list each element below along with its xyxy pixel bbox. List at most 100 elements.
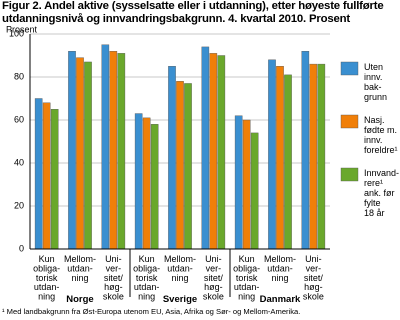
x-tick-label-line: ver- (206, 263, 222, 273)
bar (234, 115, 243, 250)
x-tick-label-line: Uni- (205, 254, 222, 264)
legend-label-line: Uten (364, 62, 383, 72)
legend-label: Innvand-rere¹ ank. før fylte 18 år (364, 168, 399, 218)
legend-label-line: foreldre¹ (364, 145, 398, 155)
x-tick-label: Kun obliga-torisk utdan-ning (33, 254, 60, 302)
bar (250, 132, 259, 250)
bar (317, 63, 326, 250)
bar (42, 102, 51, 250)
x-tick-label-line: utdan- (267, 263, 293, 273)
x-tick-label-line: ning (138, 292, 155, 302)
legend-label-line: ank. før (364, 188, 395, 198)
group-label: Danmark (260, 294, 301, 305)
x-tick-label-line: skole (103, 292, 124, 302)
group-label: Sverige (163, 294, 197, 305)
y-tick-label: 0 (19, 243, 24, 253)
x-tick-label-line: Mellom- (164, 254, 196, 264)
x-tick-label-line: torisk (136, 273, 158, 283)
legend-label-line: Nasj. (364, 115, 385, 125)
y-tick-label: 40 (14, 157, 24, 167)
bar (242, 119, 251, 250)
legend-swatch (340, 167, 359, 182)
bar (284, 74, 292, 250)
group-label: Norge (66, 294, 93, 305)
x-tick-label: Uni-ver-sitet/høg-skole (103, 254, 124, 302)
x-tick-label-line: sitet/ (104, 273, 124, 283)
x-tick-label-line: torisk (36, 273, 58, 283)
x-tick-label: Mellom-utdan-ning (164, 254, 196, 283)
bar (84, 61, 92, 250)
x-tick-label-line: ning (171, 273, 188, 283)
bar (50, 109, 59, 250)
legend-label-line: 18 år (364, 208, 385, 218)
bar (201, 46, 210, 250)
x-tick-label-line: skole (203, 292, 224, 302)
bar (176, 81, 184, 250)
x-tick-label-line: Kun (239, 254, 255, 264)
bar (101, 44, 110, 250)
legend-label-line: fødte m. (364, 125, 397, 135)
x-tick-label-line: Kun (139, 254, 155, 264)
bar (134, 113, 143, 250)
x-tick-label-line: høg- (204, 282, 223, 292)
x-tick-label-line: Uni- (105, 254, 122, 264)
bar (34, 98, 43, 250)
legend-label-line: innv. (364, 72, 382, 82)
x-tick-label: Mellom-utdan-ning (264, 254, 296, 283)
x-tick-label-line: sitet/ (204, 273, 224, 283)
legend-label-line: grunn (364, 92, 387, 102)
bar (68, 51, 76, 250)
y-tick-label: 80 (14, 71, 24, 81)
bar (309, 63, 318, 250)
x-tick-label: Mellom-utdan-ning (64, 254, 96, 283)
x-tick-label-line: sitet/ (304, 273, 324, 283)
x-tick-label-line: ning (71, 273, 88, 283)
x-tick-label-line: Uni- (305, 254, 322, 264)
x-tick-label-line: obliga- (233, 263, 260, 273)
bar (209, 53, 218, 250)
x-tick-label-line: Mellom- (264, 254, 296, 264)
x-tick-label-line: ver- (306, 263, 322, 273)
legend-label: Uten innv. bak-grunn (364, 62, 387, 102)
bar (276, 66, 284, 250)
x-tick-label-line: torisk (236, 273, 258, 283)
chart-title: Figur 2. Andel aktive (sysselsatte eller… (2, 0, 384, 25)
x-tick-label-line: utdan- (67, 263, 93, 273)
x-tick-label-line: utdan- (134, 282, 160, 292)
legend-label-line: Innvand- (364, 168, 399, 178)
x-tick-label-line: Mellom- (64, 254, 96, 264)
legend-label-line: innv. (364, 135, 382, 145)
bar (150, 124, 159, 250)
x-tick-label: Uni-ver-sitet/høg-skole (303, 254, 324, 302)
bar (268, 59, 276, 250)
x-tick-label: Kun obliga-torisk utdan-ning (233, 254, 260, 302)
x-tick-label-line: obliga- (133, 263, 160, 273)
y-axis-label: Prosent (6, 24, 38, 34)
x-tick-label-line: utdan- (234, 282, 260, 292)
x-tick-label-line: utdan- (167, 263, 193, 273)
x-tick-label-line: Kun (39, 254, 55, 264)
x-tick-label-line: ning (271, 273, 288, 283)
y-tick-label: 100 (9, 28, 24, 38)
x-tick-label-line: høg- (304, 282, 323, 292)
x-tick-label-line: ning (38, 292, 55, 302)
x-tick-label-line: skole (303, 292, 324, 302)
x-tick-label: Kun obliga-torisk utdan-ning (133, 254, 160, 302)
bar (184, 83, 192, 250)
legend-label-line: fylte (364, 198, 381, 208)
bar (117, 53, 126, 250)
y-tick-label: 20 (14, 200, 24, 210)
legend-swatch (340, 61, 359, 76)
bar (217, 55, 226, 250)
legend-swatch (340, 114, 359, 129)
x-tick-label-line: ver- (106, 263, 122, 273)
x-tick-label: Uni-ver-sitet/høg-skole (203, 254, 224, 302)
y-tick-label: 60 (14, 114, 24, 124)
x-tick-label-line: høg- (104, 282, 123, 292)
footnote: ¹ Med landbakgrunn fra Øst-Europa utenom… (2, 307, 301, 316)
bar (109, 51, 118, 250)
legend-label-line: rere¹ (364, 178, 383, 188)
x-tick-label-line: obliga- (33, 263, 60, 273)
